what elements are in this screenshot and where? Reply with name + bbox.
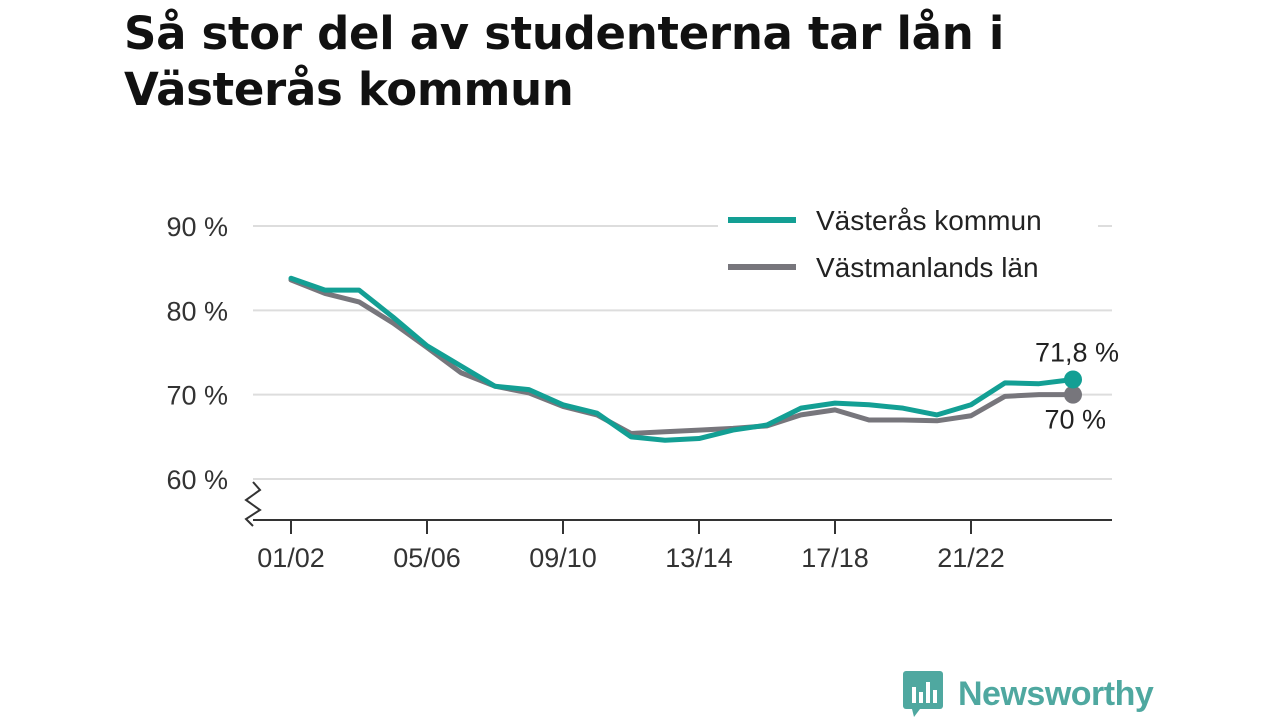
legend-label: Västmanlands län — [816, 252, 1039, 283]
x-tick-label: 09/10 — [529, 543, 597, 573]
series-end-point — [1064, 370, 1082, 389]
series-line — [288, 275, 1076, 443]
y-tick-label: 80 % — [166, 296, 228, 326]
axis-break-zigzag — [244, 481, 262, 527]
end-label-vastmanland: 70 % — [1044, 405, 1106, 435]
y-tick-label: 90 % — [166, 212, 228, 242]
series-end-point — [1064, 385, 1082, 404]
series-lines — [288, 275, 1082, 443]
x-tick-label: 05/06 — [393, 543, 461, 573]
newsworthy-logo-icon — [903, 671, 943, 717]
y-tick-label: 70 % — [166, 381, 228, 411]
legend: Västerås kommun Västmanlands län — [718, 196, 1098, 292]
x-tick-label: 01/02 — [257, 543, 325, 573]
y-axis-ticks: 60 % 70 % 80 % 90 % — [166, 212, 228, 495]
x-axis-ticks: 01/02 05/06 09/10 13/14 17/18 21/22 — [257, 520, 1005, 573]
x-tick-label: 21/22 — [937, 543, 1005, 573]
legend-background — [718, 196, 1098, 292]
legend-label: Västerås kommun — [816, 205, 1042, 236]
x-tick-label: 17/18 — [801, 543, 869, 573]
end-labels: 71,8 % 70 % — [1035, 337, 1119, 434]
chart-title: Så stor del av studenterna tar lån i Väs… — [124, 7, 1004, 116]
y-tick-label: 60 % — [166, 465, 228, 495]
x-tick-label: 13/14 — [665, 543, 733, 573]
brand: Newsworthy — [902, 670, 1154, 718]
y-axis-break-icon — [244, 481, 262, 527]
brand-name: Newsworthy — [958, 674, 1154, 713]
end-label-vasteras: 71,8 % — [1035, 337, 1119, 367]
